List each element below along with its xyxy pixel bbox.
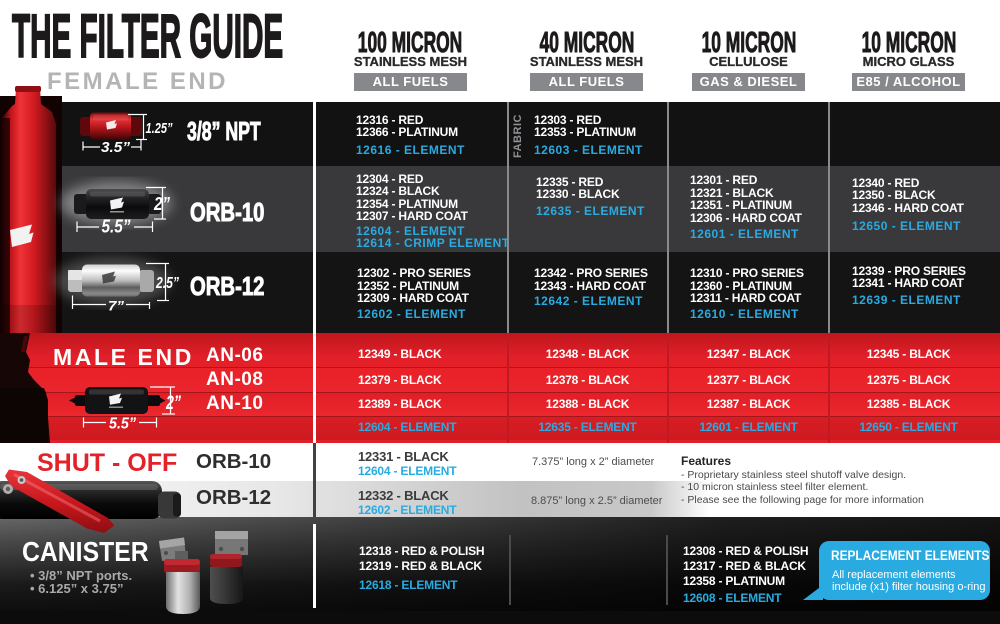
svg-text:3.5”: 3.5” — [101, 139, 131, 156]
svg-text:2”: 2” — [165, 393, 181, 414]
svg-text:7”: 7” — [108, 298, 124, 314]
svg-text:2.5”: 2.5” — [155, 275, 179, 292]
svg-text:2”: 2” — [153, 194, 170, 214]
svg-text:5.5”: 5.5” — [102, 217, 131, 237]
svg-text:1.25”: 1.25” — [146, 120, 173, 137]
svg-text:5.5”: 5.5” — [109, 416, 136, 433]
